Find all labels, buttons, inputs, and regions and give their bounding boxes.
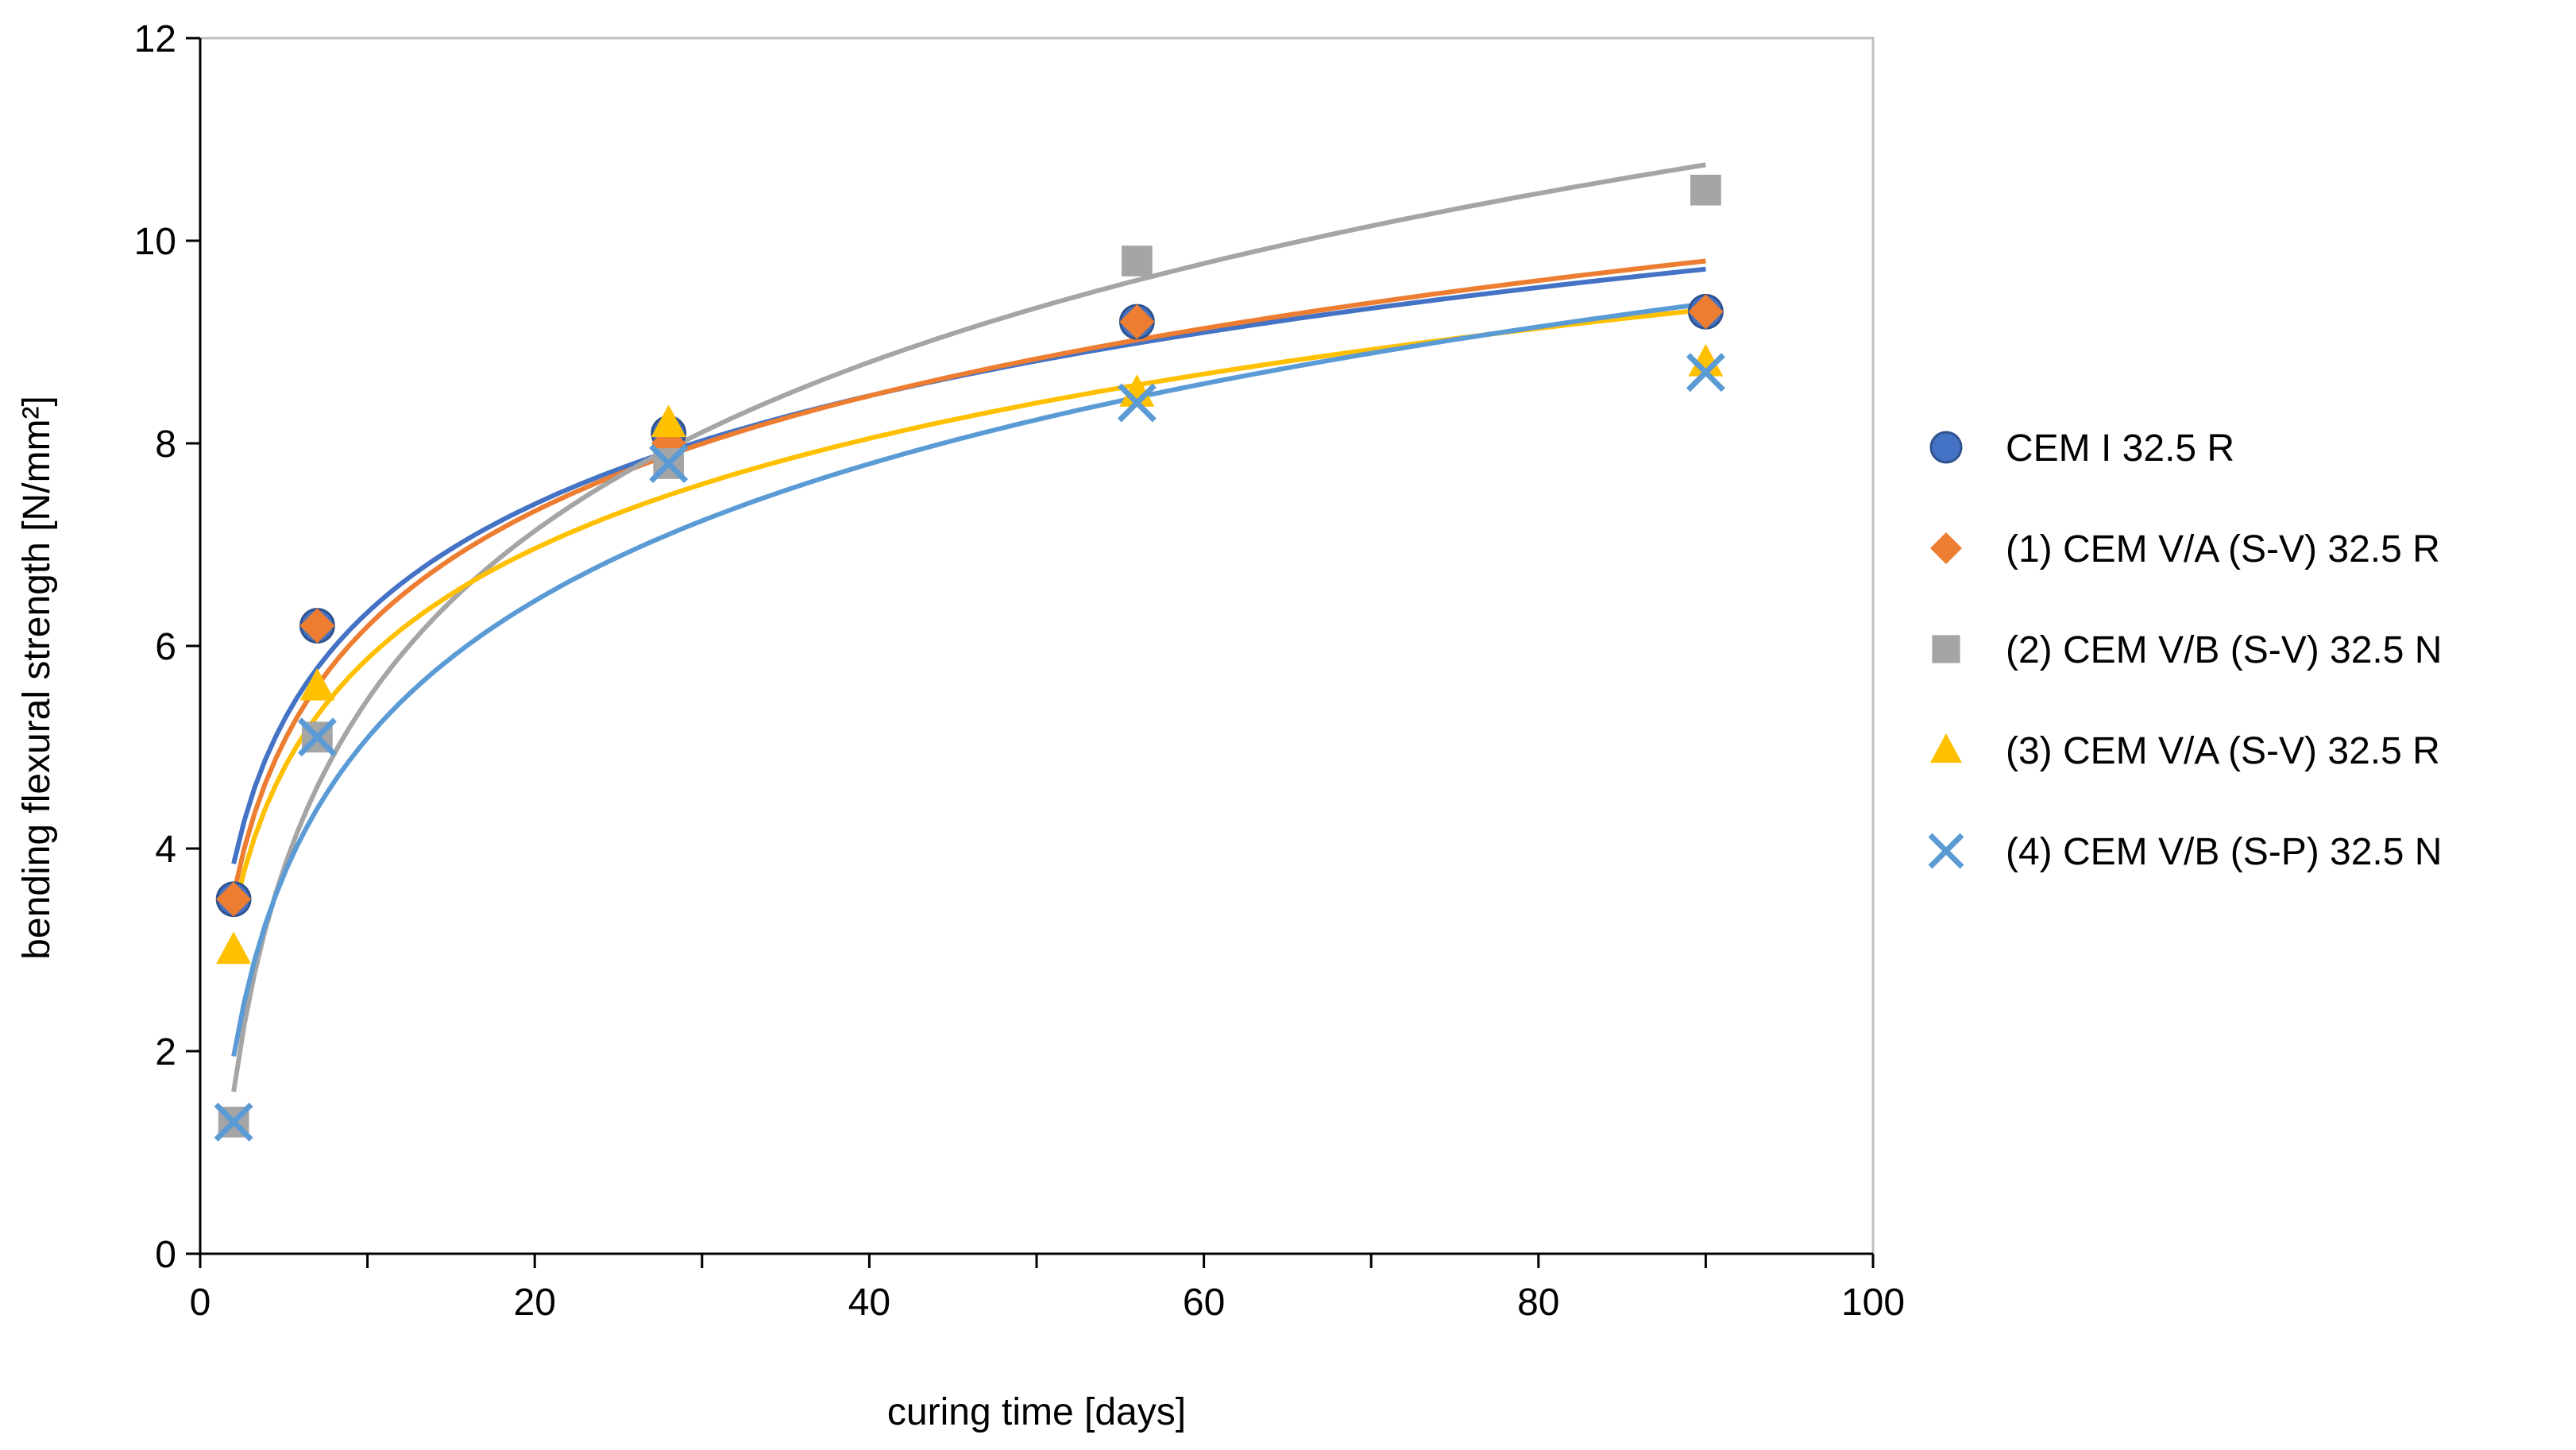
data-point-triangle <box>216 931 252 965</box>
data-point-square <box>1122 246 1153 276</box>
data-point-triangle <box>1119 374 1155 407</box>
data-point-triangle <box>1688 343 1724 377</box>
y-axis-title: bending flexural strength [N/mm²] <box>16 396 58 960</box>
data-point-triangle <box>299 667 335 701</box>
data-point-diamond <box>1688 294 1724 330</box>
legend-marker-diamond <box>1930 532 1962 564</box>
x-tick-label: 40 <box>848 1282 890 1324</box>
x-marker-stroke <box>1686 353 1725 392</box>
x-marker-stroke <box>649 444 689 483</box>
y-tick-label: 6 <box>155 626 176 668</box>
y-tick-label: 8 <box>155 423 176 466</box>
y-tick-label: 2 <box>155 1031 176 1073</box>
legend: CEM I 32.5 R (1) CEM V/A (S-V) 32.5 R (2) … <box>1928 427 2442 873</box>
data-point-x <box>1117 383 1157 423</box>
legend-label: (4) CEM V/B (S-P) 32.5 N <box>2006 831 2442 873</box>
legend-marker-circle <box>1929 431 1963 464</box>
markers <box>214 174 1725 1142</box>
y-tick-label: 4 <box>155 829 176 871</box>
trendline-diamond <box>231 258 1706 895</box>
x-tick-label: 60 <box>1183 1282 1225 1324</box>
legend-marker-x <box>1928 833 1964 869</box>
data-point-triangle <box>651 404 686 438</box>
trendline-x <box>231 301 1706 1057</box>
data-point-diamond <box>216 881 252 917</box>
x-marker-stroke <box>214 1102 253 1142</box>
legend-marker-triangle <box>1930 733 1962 763</box>
data-point-x <box>649 444 689 483</box>
legend-label: (2) CEM V/B (S-V) 32.5 N <box>2006 629 2442 671</box>
data-point-x <box>297 717 337 757</box>
data-point-x <box>1686 353 1725 392</box>
x-tick-label: 80 <box>1517 1282 1559 1324</box>
x-axis-title: curing time [days] <box>887 1391 1186 1433</box>
y-tick-label: 12 <box>134 18 176 60</box>
data-point-square <box>1690 174 1721 206</box>
plot-area <box>199 37 1875 1255</box>
data-point-diamond <box>1119 304 1155 339</box>
y-tick-label: 10 <box>134 221 176 263</box>
y-tick-label: 0 <box>155 1234 176 1276</box>
x-tick-label: 100 <box>1841 1282 1905 1324</box>
x-tick-label: 0 <box>190 1282 211 1324</box>
x-marker-stroke <box>1117 383 1157 423</box>
legend-marker-square <box>1932 635 1960 663</box>
x-marker-stroke <box>297 717 337 757</box>
trendlines <box>231 162 1706 1092</box>
axes: 0 2 4 6 8 10 12 0 20 40 60 80 100 <box>134 18 1905 1324</box>
data-point-x <box>214 1102 253 1142</box>
legend-label: (1) CEM V/A (S-V) 32.5 R <box>2006 528 2440 570</box>
legend-label: CEM I 32.5 R <box>2006 427 2234 470</box>
x-marker-stroke <box>1928 833 1964 869</box>
x-tick-label: 20 <box>514 1282 556 1324</box>
legend-label: (3) CEM V/A (S-V) 32.5 R <box>2006 730 2440 772</box>
data-point-diamond <box>299 608 335 644</box>
